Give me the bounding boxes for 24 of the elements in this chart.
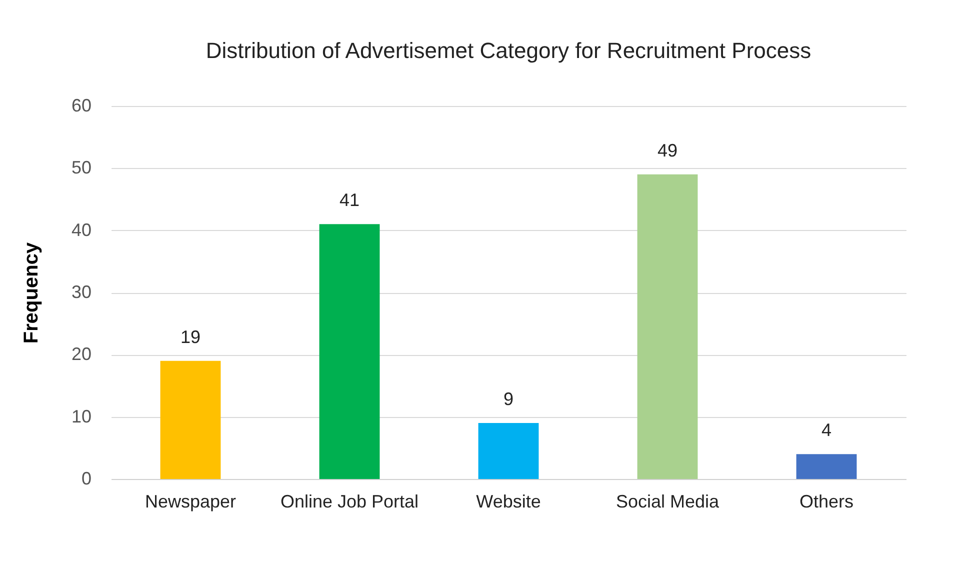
data-label: 9	[503, 389, 514, 410]
x-tick-label: Website	[476, 492, 541, 512]
y-tick-label: 0	[81, 468, 92, 488]
data-label: 41	[339, 190, 360, 210]
x-tick-label: Newspaper	[144, 492, 236, 512]
y-axis-title: Frequency	[20, 242, 42, 344]
data-label: 49	[657, 140, 678, 160]
y-tick-label: 30	[71, 282, 92, 302]
bar	[637, 174, 698, 479]
y-tick-label: 10	[71, 406, 92, 426]
y-tick-label: 50	[71, 158, 92, 178]
x-tick-label: Online Job Portal	[280, 492, 419, 512]
y-tick-label: 20	[71, 344, 92, 364]
x-tick-label: Others	[799, 492, 854, 512]
bar	[478, 423, 539, 479]
x-tick-label: Social Media	[616, 492, 720, 512]
y-tick-label: 40	[71, 220, 92, 240]
y-tick-label: 60	[71, 96, 92, 116]
bar	[319, 224, 380, 479]
data-label: 19	[180, 326, 201, 347]
bar	[160, 360, 221, 479]
bar	[796, 454, 857, 479]
chart-title: Distribution of Advertisemet Category for Recruitment Process	[206, 38, 812, 63]
data-label: 4	[821, 420, 832, 440]
